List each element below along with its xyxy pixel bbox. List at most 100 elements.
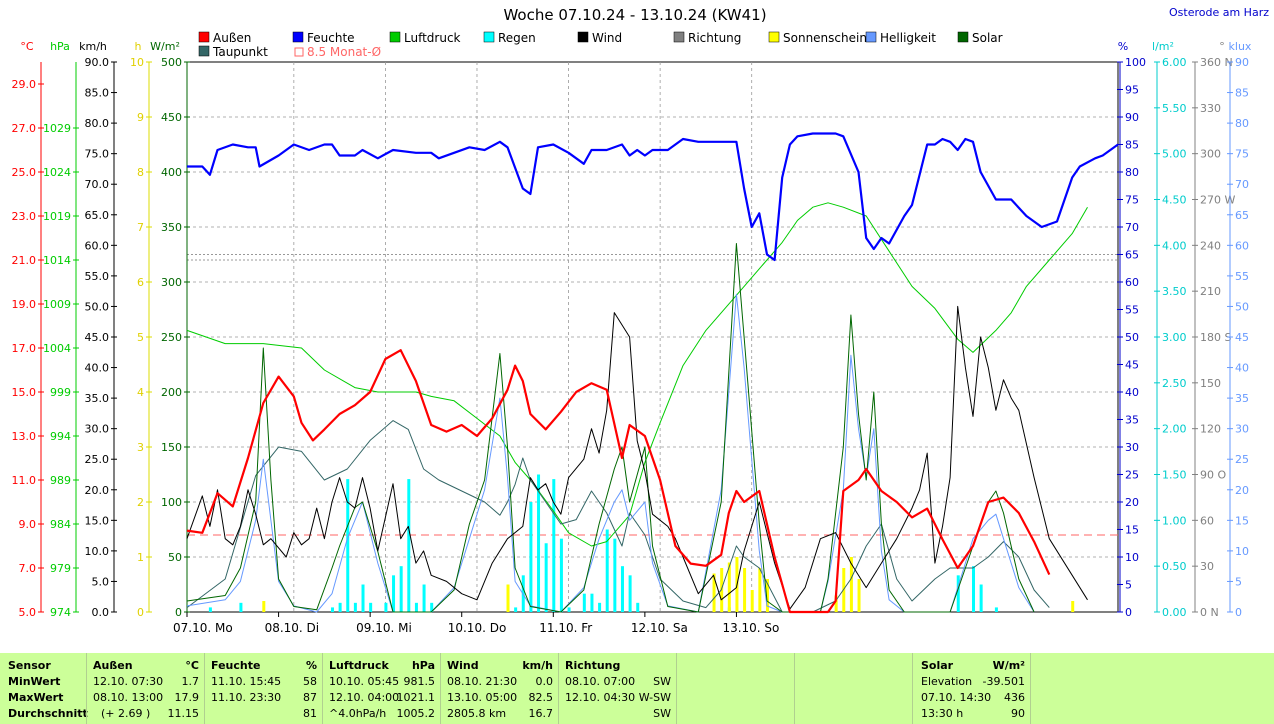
- sunshine-bar: [765, 579, 769, 612]
- right-tick-label: 6.00: [1162, 56, 1187, 69]
- right-tick-label: 30: [1125, 441, 1139, 454]
- left-tick-label: 25.0: [12, 166, 37, 179]
- left-tick-label: 7.0: [19, 562, 37, 575]
- left-tick-label: 1: [137, 551, 144, 564]
- stats-feuchte: Feuchte % 11.10. 15:45 58 11.10. 23:30 8…: [204, 653, 323, 724]
- right-tick-label: 50: [1235, 300, 1249, 313]
- right-tick-label: 1.50: [1162, 469, 1187, 482]
- legend-swatch: [768, 31, 780, 43]
- right-tick-label: 80: [1125, 166, 1139, 179]
- right-tick-label: 55: [1235, 270, 1249, 283]
- left-tick-label: 350: [161, 221, 182, 234]
- legend-label: Taupunkt: [212, 45, 268, 59]
- right-tick-label: 3.50: [1162, 285, 1187, 298]
- stats-unit: °C: [185, 659, 199, 672]
- left-tick-label: 500: [161, 56, 182, 69]
- stats-value: SW: [653, 675, 671, 688]
- stats-value: 436: [1004, 691, 1025, 704]
- legend-swatch: [294, 47, 304, 57]
- rain-bar: [567, 607, 571, 612]
- right-tick-label: 15: [1125, 524, 1139, 537]
- stats-value: 981.5: [403, 675, 436, 688]
- left-tick-label: 80.0: [85, 117, 110, 130]
- right-axis-unit: klux: [1229, 40, 1252, 53]
- right-axis-unit: %: [1118, 40, 1128, 53]
- legend-swatch: [483, 31, 495, 43]
- right-tick-label: 70: [1125, 221, 1139, 234]
- rain-bar: [956, 575, 960, 612]
- right-tick-label: 50: [1125, 331, 1139, 344]
- stats-richtung: Richtung 08.10. 07:00 SW 12.10. 04:30 W-…: [558, 653, 677, 724]
- rain-bar: [552, 479, 556, 612]
- left-tick-label: 974: [50, 606, 71, 619]
- left-tick-label: 29.0: [12, 78, 37, 91]
- rain-bar: [559, 538, 563, 612]
- left-tick-label: 10: [130, 56, 144, 69]
- right-tick-label: 95: [1125, 84, 1139, 97]
- rain-bar: [346, 479, 350, 612]
- right-tick-label: 0: [1125, 606, 1132, 619]
- right-tick-label: 240: [1200, 239, 1221, 252]
- right-tick-label: 100: [1125, 56, 1146, 69]
- right-tick-label: 90: [1235, 56, 1249, 69]
- right-tick-label: 15: [1235, 514, 1249, 527]
- right-tick-label: 30: [1200, 560, 1214, 573]
- left-tick-label: 1004: [43, 342, 71, 355]
- right-tick-label: 80: [1235, 117, 1249, 130]
- chart-bars: [208, 474, 1075, 612]
- x-tick-label: 11.10. Fr: [539, 621, 592, 635]
- sunshine-bar: [758, 568, 762, 612]
- left-axis-unit: °C: [20, 40, 34, 53]
- left-tick-label: 3: [137, 441, 144, 454]
- stats-value: 87: [303, 691, 317, 704]
- rain-bar: [430, 602, 434, 612]
- right-tick-label: 20: [1235, 484, 1249, 497]
- stats-value: 81: [303, 707, 317, 720]
- stats-time: 08.10. 13:00: [93, 691, 164, 704]
- right-tick-label: 65: [1125, 249, 1139, 262]
- left-tick-label: 8: [137, 166, 144, 179]
- legend-label: Wind: [592, 31, 622, 45]
- right-tick-label: 20: [1125, 496, 1139, 509]
- rain-bar: [620, 566, 624, 612]
- stats-empty-2: [794, 653, 913, 724]
- left-tick-label: 15.0: [12, 386, 37, 399]
- legend-label: Sonnenschein: [783, 31, 867, 45]
- right-tick-label: 45: [1125, 359, 1139, 372]
- left-tick-label: 4: [137, 386, 144, 399]
- right-tick-label: 10: [1125, 551, 1139, 564]
- left-tick-label: 450: [161, 111, 182, 124]
- chart-grid: [186, 61, 1119, 613]
- stats-empty-1: [676, 653, 795, 724]
- right-tick-label: 35: [1235, 392, 1249, 405]
- stats-label: Elevation: [921, 675, 973, 688]
- right-tick-label: 0 N: [1200, 606, 1219, 619]
- left-tick-label: 9: [137, 111, 144, 124]
- left-tick-label: 0: [175, 606, 182, 619]
- stats-value: 11.15: [167, 707, 200, 720]
- legend-swatch: [198, 31, 210, 43]
- rain-bar: [369, 602, 373, 612]
- sunshine-bar: [712, 573, 716, 612]
- stats-value: 1021.1: [396, 691, 436, 704]
- sunshine-bar: [834, 595, 838, 612]
- left-tick-label: 23.0: [12, 210, 37, 223]
- right-tick-label: 4.00: [1162, 239, 1187, 252]
- x-tick-label: 10.10. Do: [448, 621, 507, 635]
- stats-time: (+ 2.69 ): [101, 707, 151, 720]
- stats-trend: ^4.0hPa/h: [329, 707, 387, 720]
- left-tick-label: 35.0: [85, 392, 110, 405]
- left-tick-label: 200: [161, 386, 182, 399]
- rain-bar: [422, 584, 426, 612]
- stats-title: Sensor: [8, 659, 51, 672]
- chart-axes: °C29.027.025.023.021.019.017.015.013.011…: [12, 40, 1252, 619]
- right-tick-label: 75: [1235, 148, 1249, 161]
- sunshine-bar: [849, 557, 853, 612]
- right-tick-label: 0.50: [1162, 560, 1187, 573]
- rain-bar: [529, 502, 533, 612]
- stats-time: 11.10. 15:45: [211, 675, 282, 688]
- left-tick-label: 300: [161, 276, 182, 289]
- stats-unit: km/h: [522, 659, 553, 672]
- rain-bar: [361, 584, 365, 612]
